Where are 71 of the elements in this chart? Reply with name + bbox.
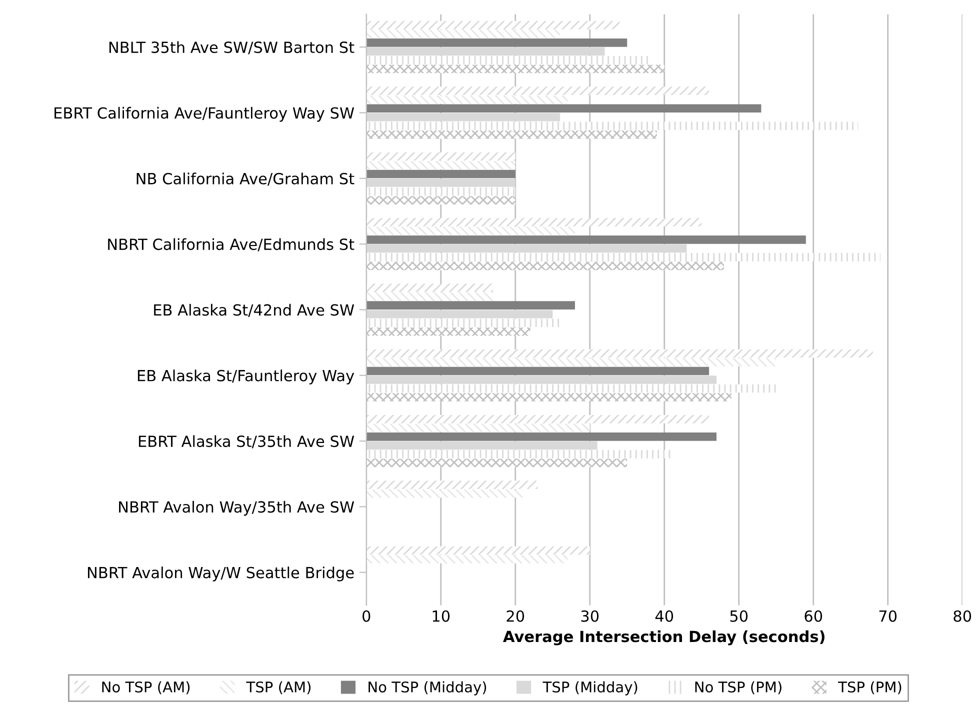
y-tick-label: EBRT Alaska St/35th Ave SW [138, 435, 354, 448]
x-tick-label: 40 [655, 610, 674, 622]
x-tick-label: 50 [730, 610, 748, 622]
legend-label: TSP (PM) [838, 681, 902, 694]
bar [366, 366, 710, 376]
bar [366, 301, 575, 310]
bar [366, 64, 664, 74]
bar [366, 546, 590, 555]
bar [366, 358, 776, 366]
bar [366, 458, 628, 468]
bar [366, 170, 516, 178]
bar [366, 253, 880, 262]
bar [366, 56, 650, 64]
y-tick-label: NBRT California Ave/Edmunds St [108, 238, 354, 252]
bar [366, 349, 873, 358]
y-tick-label: NBLT 35th Ave SW/SW Barton St [109, 41, 354, 54]
x-tick-label: 10 [432, 610, 450, 622]
bar [366, 376, 717, 384]
bar [366, 226, 575, 236]
bar [366, 555, 568, 564]
bar [366, 47, 605, 56]
y-tick-label: NBRT Avalon Way/35th Ave SW [119, 500, 354, 516]
bar [366, 130, 657, 139]
bar [366, 450, 672, 458]
bar [366, 292, 494, 301]
x-tick-label: 60 [804, 610, 822, 622]
bar [366, 196, 516, 204]
bar [366, 415, 710, 424]
bar [366, 424, 590, 432]
bar [366, 384, 776, 393]
bar [366, 38, 628, 47]
bar [366, 244, 687, 253]
bar [366, 178, 516, 187]
legend-label: No TSP (Midday) [368, 681, 486, 696]
bar [366, 104, 762, 113]
y-tick-label: NB California Ave/Graham St [136, 172, 354, 186]
bar [366, 327, 530, 336]
bar [366, 432, 717, 441]
bar [366, 284, 494, 292]
x-tick-label: 0 [362, 610, 370, 622]
legend-label: No TSP (AM) [102, 681, 190, 694]
x-tick-label: 20 [506, 610, 524, 622]
y-tick-label: EBRT California Ave/Fauntleroy Way SW [54, 106, 354, 122]
bar [366, 112, 560, 122]
bar [366, 393, 732, 402]
legend-label: TSP (Midday) [542, 681, 638, 696]
bar [366, 187, 516, 196]
x-tick-label: 30 [581, 610, 599, 622]
bar [366, 218, 702, 226]
legend-label: TSP (AM) [246, 681, 311, 694]
bar [366, 262, 724, 270]
bar [366, 86, 710, 96]
bar [366, 489, 523, 498]
x-tick-label: 80 [954, 610, 972, 622]
bar [366, 152, 516, 161]
bar [366, 236, 806, 244]
bar [366, 480, 538, 489]
x-axis-title: Average Intersection Delay (seconds) [503, 630, 824, 646]
legend-label: No TSP (PM) [695, 681, 782, 694]
bar [366, 441, 598, 450]
bar [366, 30, 560, 38]
bar [366, 95, 568, 104]
bar [366, 122, 858, 130]
y-tick-label: EB Alaska St/Fauntleroy Way [138, 370, 354, 384]
y-tick-label: NBRT Avalon Way/W Seattle Bridge [88, 566, 354, 582]
bar [366, 21, 620, 30]
x-tick-label: 70 [879, 610, 897, 622]
bar [366, 161, 516, 170]
bar [366, 310, 553, 318]
y-tick-label: EB Alaska St/42nd Ave SW [154, 304, 354, 317]
bar [366, 318, 560, 328]
